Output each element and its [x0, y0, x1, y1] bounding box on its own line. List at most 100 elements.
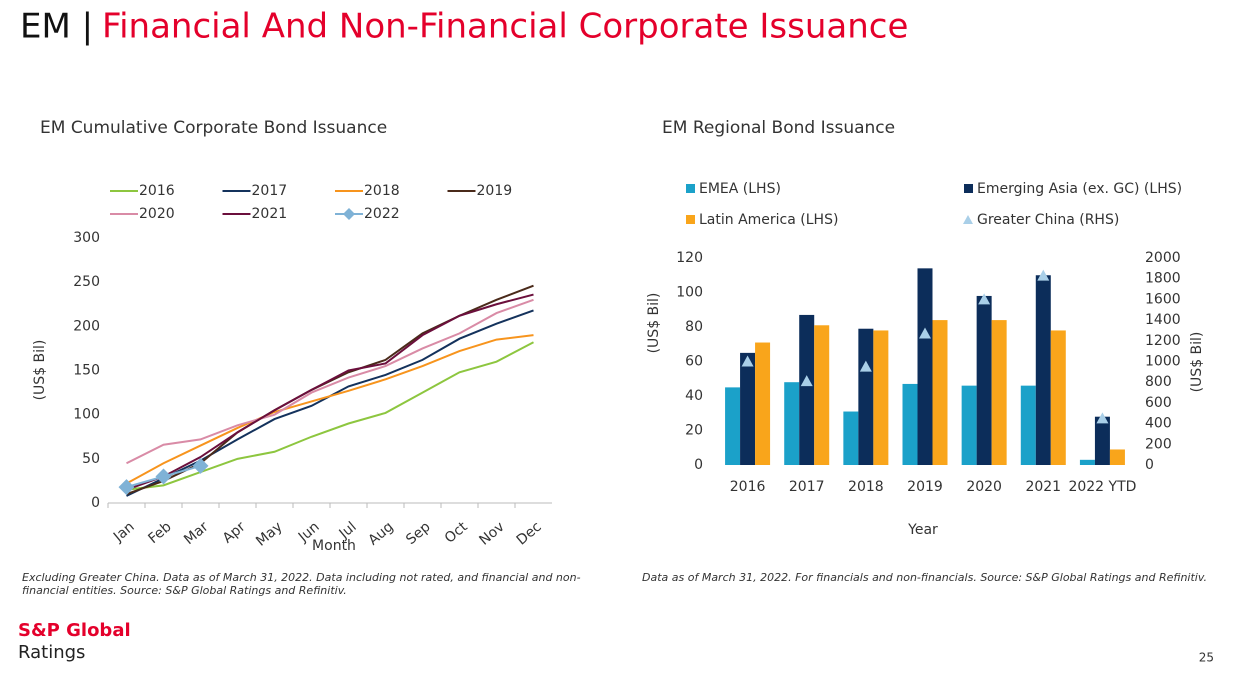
y-tick-label: 20	[685, 423, 703, 439]
bar	[1050, 330, 1066, 465]
y-tick-label: 60	[685, 354, 703, 370]
bar	[814, 325, 830, 465]
bar	[917, 268, 933, 465]
y-tick-label: 250	[73, 274, 100, 290]
y2-tick-label: 1200	[1145, 333, 1181, 349]
y-tick-label: 120	[676, 250, 703, 266]
triangle-marker	[1037, 269, 1050, 281]
y-tick-label: 100	[676, 285, 703, 301]
y-axis-label: (US$ Bil)	[32, 340, 48, 401]
legend-label: Emerging Asia (ex. GC) (LHS)	[977, 181, 1182, 197]
bar	[843, 411, 859, 465]
y-tick-label: 40	[685, 388, 703, 404]
legend-label: 2017	[252, 183, 288, 199]
legend-label: EMEA (LHS)	[699, 181, 781, 197]
x-tick-label: Mar	[181, 519, 212, 548]
x-tick-label: 2021	[1025, 479, 1061, 495]
bar	[858, 328, 874, 465]
legend-marker	[343, 208, 355, 220]
legend-swatch	[686, 184, 695, 193]
triangle-marker	[859, 360, 872, 372]
y2-tick-label: 0	[1145, 457, 1154, 473]
footnote: Excluding Greater China. Data as of Marc…	[22, 571, 581, 584]
x-tick-label: May	[253, 519, 285, 550]
x-tick-label: Apr	[220, 519, 249, 547]
bar	[976, 295, 992, 465]
footnote: financial entities. Source: S&P Global R…	[22, 584, 347, 597]
x-tick-label: 2017	[789, 479, 825, 495]
legend-swatch	[686, 215, 695, 224]
bar	[755, 342, 771, 465]
bar	[799, 314, 815, 465]
bar	[1109, 449, 1125, 465]
bar	[1035, 275, 1051, 465]
triangle-marker	[919, 327, 931, 339]
legend-label: 2019	[477, 183, 513, 199]
title-prefix: EM |	[20, 7, 93, 47]
x-tick-label: Oct	[442, 519, 471, 547]
bar	[991, 320, 1007, 465]
line-series	[126, 298, 534, 465]
legend-swatch	[964, 184, 973, 193]
legend-label: Greater China (RHS)	[977, 212, 1119, 228]
y2-axis-label: (US$ Bil)	[1189, 332, 1205, 393]
y-tick-label: 50	[82, 451, 100, 467]
triangle-marker	[741, 355, 754, 367]
line-series	[126, 309, 534, 497]
legend-label: 2021	[252, 206, 288, 222]
legend-label: 2022	[364, 206, 400, 222]
bar	[740, 352, 756, 465]
triangle-marker	[978, 293, 991, 305]
chart-title: EM Regional Bond Issuance	[662, 118, 895, 138]
triangle-marker	[800, 375, 813, 387]
y2-tick-label: 1600	[1145, 291, 1181, 307]
legend-label: 2018	[364, 183, 400, 199]
footnote: Data as of March 31, 2022. For financial…	[642, 571, 1207, 584]
y2-tick-label: 1800	[1145, 271, 1181, 287]
triangle-marker	[1096, 412, 1109, 424]
point	[192, 457, 209, 474]
bar	[784, 382, 800, 465]
y-tick-label: 200	[73, 318, 100, 334]
x-axis-label: Year	[907, 522, 938, 538]
y-axis-label: (US$ Bil)	[646, 293, 662, 354]
y-tick-label: 300	[73, 230, 100, 246]
point	[118, 479, 135, 496]
page-number: 25	[1199, 651, 1214, 665]
legend-label: 2020	[139, 206, 175, 222]
bar	[932, 320, 948, 465]
x-tick-label: Sep	[403, 519, 434, 548]
y2-tick-label: 2000	[1145, 250, 1181, 266]
bar	[1079, 459, 1095, 465]
x-tick-label: Feb	[145, 519, 174, 547]
y2-tick-label: 200	[1145, 436, 1172, 452]
legend-label: Latin America (LHS)	[699, 212, 838, 228]
bar	[1094, 416, 1110, 465]
line-series	[126, 293, 534, 491]
logo: Ratings	[18, 642, 85, 663]
y2-tick-label: 400	[1145, 416, 1172, 432]
y2-tick-label: 1400	[1145, 312, 1181, 328]
legend-marker	[963, 215, 973, 224]
x-axis-label: Month	[312, 538, 356, 554]
line-series	[126, 341, 534, 491]
x-tick-label: 2016	[730, 479, 766, 495]
y-tick-label: 150	[73, 363, 100, 379]
y2-tick-label: 600	[1145, 395, 1172, 411]
x-tick-label: 2018	[848, 479, 884, 495]
bar	[873, 330, 889, 465]
line-series	[126, 334, 534, 485]
chart-title: EM Cumulative Corporate Bond Issuance	[40, 118, 387, 138]
bar	[725, 387, 741, 465]
logo: S&P Global	[18, 620, 131, 641]
x-tick-label: Dec	[514, 519, 545, 549]
slide-title: Financial And Non-Financial Corporate Is…	[102, 7, 908, 47]
x-tick-label: 2020	[966, 479, 1002, 495]
bar	[961, 385, 977, 465]
x-tick-label: Nov	[476, 519, 507, 549]
y-tick-label: 0	[694, 457, 703, 473]
x-tick-label: Aug	[365, 519, 396, 549]
y2-tick-label: 800	[1145, 374, 1172, 390]
point	[155, 468, 172, 485]
